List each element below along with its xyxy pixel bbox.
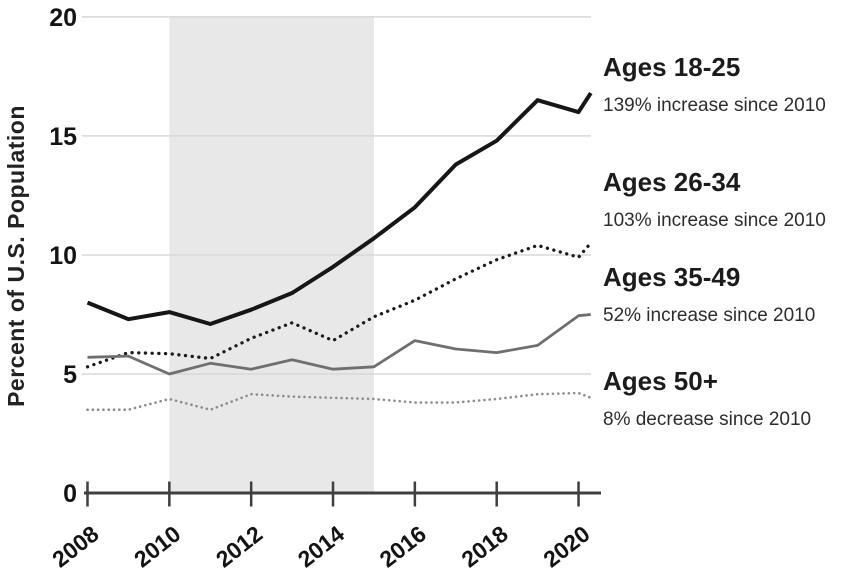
legend-entry-ages-18-25: Ages 18-25 139% increase since 2010 (603, 52, 851, 116)
y-tick-label-10: 10 (49, 242, 77, 270)
legend-title-ages-18-25: Ages 18-25 (603, 52, 741, 82)
legend-note-ages-26-34: 103% increase since 2010 (603, 210, 826, 231)
series-line-ages-18-25 (86, 92, 593, 326)
x-tick-label-2010: 2010 (129, 520, 185, 572)
y-tick-label-5: 5 (63, 361, 77, 389)
y-tick-label-20: 20 (49, 4, 77, 32)
x-tick-label-2018: 2018 (456, 520, 512, 572)
legend-note-ages-35-49: 52% increase since 2010 (603, 305, 816, 326)
y-tick-label-0: 0 (63, 480, 77, 508)
legend-entry-ages-50-plus: Ages 50+ 8% decrease since 2010 (603, 366, 851, 430)
legend-entry-ages-35-49: Ages 35-49 52% increase since 2010 (603, 262, 851, 326)
x-tick-label-2020: 2020 (538, 520, 594, 572)
legend-title-ages-50-plus: Ages 50+ (603, 366, 718, 396)
series-line-ages-26-34 (85, 241, 593, 369)
legend-note-ages-50-plus: 8% decrease since 2010 (603, 409, 812, 430)
y-tick-label-15: 15 (49, 123, 77, 151)
x-tick-label-2012: 2012 (211, 520, 267, 572)
x-tick-label-2016: 2016 (375, 520, 431, 572)
legend-title-ages-35-49: Ages 35-49 (603, 262, 741, 292)
series-line-ages-50- (86, 391, 593, 412)
series-line-ages-35-49 (87, 313, 591, 376)
x-tick-label-2014: 2014 (293, 520, 349, 572)
legend-note-ages-18-25: 139% increase since 2010 (603, 95, 826, 116)
legend-title-ages-26-34: Ages 26-34 (603, 167, 741, 197)
legend-entry-ages-26-34: Ages 26-34 103% increase since 2010 (603, 167, 851, 231)
x-tick-label-2008: 2008 (47, 520, 103, 572)
